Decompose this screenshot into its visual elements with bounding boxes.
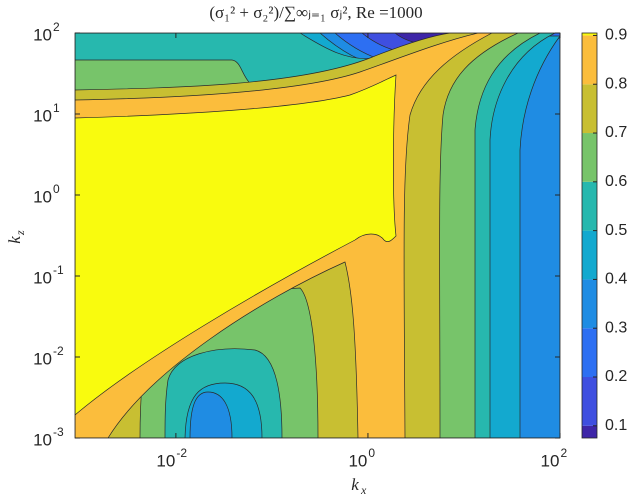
x-tick-label: 10 bbox=[156, 451, 175, 470]
y-axis-label-sub: z bbox=[13, 230, 27, 236]
colorbar-band bbox=[582, 377, 597, 426]
y-tick-label: 10 bbox=[33, 430, 52, 449]
y-tick-label-exponent: -2 bbox=[53, 344, 64, 358]
y-tick-label-exponent: -3 bbox=[53, 425, 64, 439]
colorbar-band bbox=[582, 84, 597, 134]
colorbar-tick-label: 0.4 bbox=[605, 271, 627, 288]
y-tick-label: 10 bbox=[33, 106, 52, 125]
plot-area bbox=[75, 33, 560, 438]
x-tick-label: 10 bbox=[348, 451, 367, 470]
colorbar-box bbox=[581, 32, 598, 439]
y-tick-label: 10 bbox=[33, 268, 52, 287]
y-tick-label-exponent: 1 bbox=[53, 101, 60, 115]
colorbar-band bbox=[582, 35, 597, 85]
x-tick-label-exponent: 0 bbox=[368, 446, 375, 460]
y-tick-label-exponent: 2 bbox=[53, 20, 60, 34]
x-tick-label-exponent: 2 bbox=[560, 446, 567, 460]
colorbar-tick-label: 0.6 bbox=[605, 173, 627, 190]
colorbar-band bbox=[582, 133, 597, 182]
colorbar-tick-label: 0.9 bbox=[605, 27, 627, 44]
colorbar-band bbox=[582, 230, 597, 280]
colorbar-tick-label: 0.3 bbox=[605, 319, 627, 336]
y-tick-label-exponent: 0 bbox=[53, 182, 60, 196]
colorbar-tick-label: 0.2 bbox=[605, 368, 627, 385]
y-axis-label: kz bbox=[5, 230, 27, 244]
y-tick-label: 10 bbox=[33, 25, 52, 44]
x-tick-label-exponent: -2 bbox=[176, 446, 187, 460]
x-tick-label: 10 bbox=[541, 451, 560, 470]
x-axis-label-sub: x bbox=[360, 483, 367, 496]
y-axis-label: k bbox=[5, 236, 24, 244]
colorbar-band bbox=[582, 279, 597, 329]
axes-box bbox=[74, 32, 561, 439]
colorbar-band bbox=[582, 425, 597, 438]
contour-region bbox=[75, 74, 397, 416]
colorbar-band bbox=[582, 33, 597, 36]
x-axis-label: k bbox=[351, 475, 359, 494]
y-tick-label-exponent: -1 bbox=[53, 263, 64, 277]
colorbar-tick-label: 0.5 bbox=[605, 222, 627, 239]
colorbar-tick-label: 0.1 bbox=[605, 417, 627, 434]
y-tick-label: 10 bbox=[33, 187, 52, 206]
y-tick-label: 10 bbox=[33, 349, 52, 368]
colorbar-band bbox=[582, 328, 597, 378]
colorbar-band bbox=[582, 181, 597, 231]
chart-title: (σ₁² + σ₂²)/∑∞ⱼ₌₁ σⱼ², Re =1000 bbox=[209, 3, 422, 22]
colorbar-tick-label: 0.8 bbox=[605, 75, 627, 92]
colorbar-tick-label: 0.7 bbox=[605, 124, 627, 141]
